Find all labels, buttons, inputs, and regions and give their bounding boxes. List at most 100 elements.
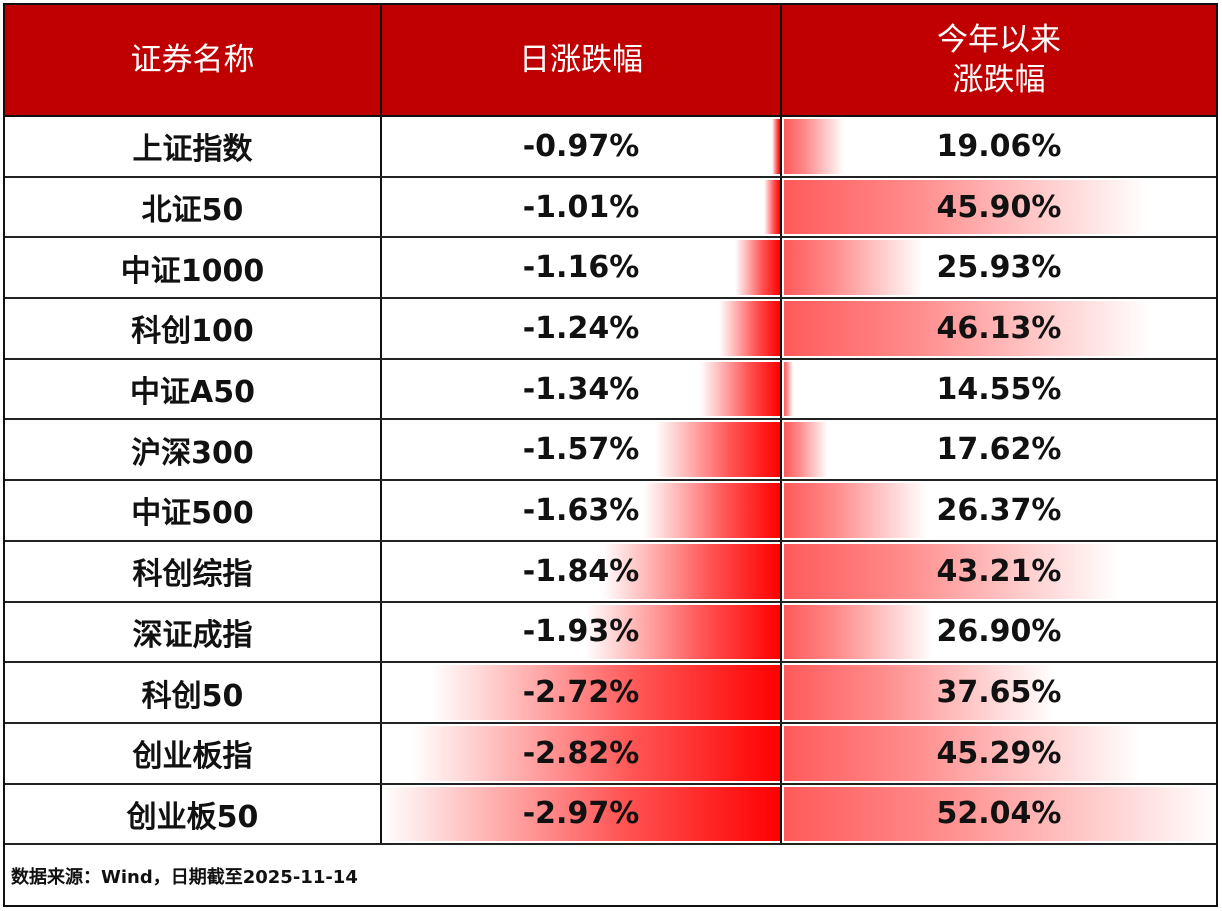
daily-change-value: -1.93% [522, 614, 640, 650]
security-name-cell: 创业板指 [5, 724, 380, 783]
daily-change-value: -2.97% [522, 796, 640, 832]
ytd-change-value: 45.29% [936, 735, 1062, 771]
daily-change-cell: -1.57% [380, 420, 780, 480]
ytd-change-cell: 43.21% [780, 541, 1216, 601]
daily-change-value: -1.57% [522, 432, 640, 468]
positive-data-bar [784, 301, 1151, 356]
table-row: 北证50 -1.01% 45.90% [5, 177, 1216, 239]
ytd-change-cell: 17.62% [780, 420, 1216, 480]
daily-change-cell: -1.63% [380, 481, 780, 540]
header-daily-change: 日涨跌幅 [380, 5, 780, 115]
security-name: 创业板指 [132, 739, 253, 775]
ytd-change-cell: 26.37% [780, 481, 1216, 540]
ytd-change-value: 25.93% [936, 250, 1062, 286]
negative-data-bar [719, 301, 780, 356]
daily-change-value: -2.72% [522, 675, 640, 711]
security-name-cell: 深证成指 [5, 603, 380, 662]
security-name: 上证指数 [132, 132, 253, 168]
ytd-change-cell: 37.65% [780, 663, 1216, 722]
data-source-note: 数据来源：Wind，日期截至2025-11-14 [11, 867, 358, 888]
index-performance-table: 证券名称 日涨跌幅 今年以来 涨跌幅 上证指数 -0.97% 19.06% 北证… [3, 3, 1218, 907]
positive-data-bar [784, 240, 922, 296]
ytd-change-value: 19.06% [936, 128, 1062, 164]
positive-data-bar [784, 665, 1055, 720]
daily-change-value: -1.63% [522, 492, 640, 528]
table-row: 中证1000 -1.16% 25.93% [5, 238, 1216, 300]
ytd-change-cell: 14.55% [780, 359, 1216, 419]
daily-change-value: -1.16% [522, 250, 640, 286]
positive-data-bar [784, 604, 933, 660]
security-name-cell: 沪深300 [5, 420, 380, 479]
table-header: 证券名称 日涨跌幅 今年以来 涨跌幅 [5, 5, 1216, 117]
security-name: 沪深300 [131, 435, 254, 471]
ytd-change-value: 52.04% [936, 796, 1062, 832]
security-name-cell: 上证指数 [5, 117, 380, 176]
ytd-change-cell: 26.90% [780, 602, 1216, 662]
daily-change-cell: -1.24% [380, 299, 780, 358]
security-name: 科创综指 [132, 557, 253, 593]
daily-change-cell: -1.84% [380, 541, 780, 601]
daily-change-value: -1.34% [522, 371, 640, 407]
negative-data-bar [382, 786, 780, 842]
table-row: 科创50 -2.72% 37.65% [5, 663, 1216, 724]
security-name-cell: 科创综指 [5, 542, 380, 601]
positive-data-bar [784, 483, 927, 538]
ytd-change-value: 26.90% [936, 614, 1062, 650]
ytd-change-cell: 45.29% [780, 723, 1216, 783]
negative-data-bar [764, 179, 780, 235]
table-row: 中证500 -1.63% 26.37% [5, 481, 1216, 542]
header-ytd-change: 今年以来 涨跌幅 [780, 5, 1216, 115]
negative-data-bar [430, 665, 780, 720]
security-name-cell: 中证500 [5, 481, 380, 540]
security-name: 深证成指 [132, 617, 253, 653]
table-row: 创业板指 -2.82% 45.29% [5, 723, 1216, 785]
ytd-change-cell: 19.06% [780, 117, 1216, 176]
security-name: 科创50 [141, 678, 244, 714]
daily-change-cell: -1.16% [380, 238, 780, 298]
ytd-change-value: 45.90% [936, 189, 1062, 225]
security-name: 科创100 [131, 314, 254, 350]
daily-change-value: -0.97% [522, 128, 640, 164]
table-row: 创业板50 -2.97% 52.04% [5, 784, 1216, 846]
ytd-change-value: 17.62% [936, 432, 1062, 468]
security-name: 北证50 [141, 193, 244, 229]
ytd-change-value: 46.13% [936, 310, 1062, 346]
negative-data-bar [602, 543, 780, 599]
positive-data-bar [784, 119, 844, 174]
negative-data-bar [699, 361, 780, 417]
security-name-cell: 中证1000 [5, 238, 380, 297]
daily-change-value: -1.01% [522, 189, 640, 225]
ytd-change-cell: 25.93% [780, 238, 1216, 298]
negative-data-bar [584, 604, 780, 660]
table-row: 科创综指 -1.84% 43.21% [5, 541, 1216, 603]
negative-data-bar [411, 725, 780, 781]
ytd-change-value: 43.21% [936, 553, 1062, 589]
table-body: 上证指数 -0.97% 19.06% 北证50 -1.01% 45.90% 中证… [5, 117, 1216, 846]
ytd-change-cell: 45.90% [780, 177, 1216, 237]
ytd-change-cell: 52.04% [780, 784, 1216, 844]
positive-data-bar [784, 179, 1149, 235]
security-name: 创业板50 [126, 799, 259, 835]
negative-data-bar [772, 119, 780, 174]
negative-data-bar [643, 483, 780, 538]
positive-data-bar [784, 543, 1118, 599]
positive-data-bar [784, 422, 828, 478]
daily-change-cell: -2.82% [380, 723, 780, 783]
ytd-change-value: 26.37% [936, 492, 1062, 528]
daily-change-value: -2.82% [522, 735, 640, 771]
security-name-cell: 中证A50 [5, 360, 380, 419]
header-security-name: 证券名称 [130, 42, 255, 78]
daily-change-cell: -2.97% [380, 784, 780, 844]
security-name-cell: 创业板50 [5, 785, 380, 844]
ytd-change-value: 37.65% [936, 675, 1062, 711]
security-name: 中证A50 [130, 375, 255, 411]
daily-change-cell: -0.97% [380, 117, 780, 176]
daily-change-value: -1.84% [522, 553, 640, 589]
negative-data-bar [735, 240, 780, 296]
daily-change-cell: -2.72% [380, 663, 780, 722]
positive-data-bar [784, 725, 1142, 781]
security-name-cell: 科创100 [5, 299, 380, 358]
security-name: 中证500 [131, 496, 254, 532]
ytd-change-value: 14.55% [936, 371, 1062, 407]
daily-change-cell: -1.34% [380, 359, 780, 419]
